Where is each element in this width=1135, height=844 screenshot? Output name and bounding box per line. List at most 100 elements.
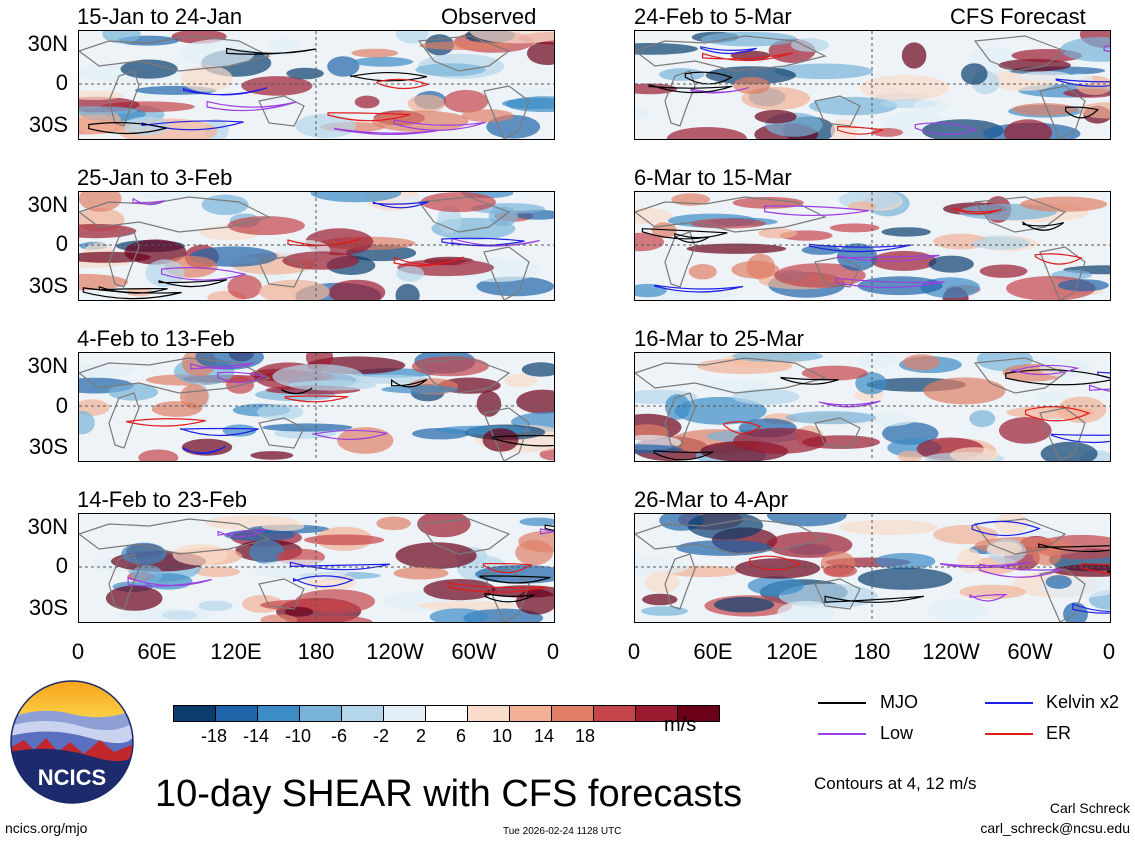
shear-blob [429, 608, 488, 622]
shear-blob [395, 542, 477, 569]
shear-blob [700, 31, 798, 47]
shear-blob [415, 63, 486, 77]
continent-outline [1039, 246, 1086, 300]
shear-blob [310, 192, 402, 203]
shear-blob [972, 237, 1031, 250]
contour-line [217, 371, 266, 383]
lat-label-0: 0 [55, 393, 68, 418]
contour-line [653, 450, 714, 461]
shear-blob [635, 83, 677, 95]
shear-blob [261, 522, 305, 532]
contour-line [764, 205, 870, 217]
shear-blob [345, 374, 432, 384]
shear-blob [393, 566, 449, 580]
shear-blob [732, 388, 800, 405]
shear-blob [969, 410, 996, 428]
shear-blob [249, 540, 285, 564]
website-link[interactable]: ncics.org/mjo [5, 820, 88, 836]
continent-outline [417, 357, 511, 394]
shear-blob [526, 41, 554, 65]
contour-line [479, 575, 551, 584]
shear-blob [758, 228, 797, 239]
shear-blob [79, 192, 122, 212]
shear-blob [1039, 359, 1092, 377]
contour-line [1011, 364, 1080, 376]
lon-label-0: 0 [627, 639, 641, 664]
lon-label-120e: 120E [210, 639, 262, 664]
lat-label-0: 0 [55, 231, 68, 256]
contour-line [393, 119, 487, 131]
colorbar-swatch [552, 706, 594, 721]
ncics-logo[interactable]: NCICS [10, 680, 134, 804]
contour-line [190, 362, 255, 370]
shear-blob [253, 559, 350, 581]
legend-label-low: Low [880, 723, 914, 743]
shear-blob [470, 31, 554, 44]
panel-title-fcst-2: 6-Mar to 15-Mar [634, 165, 792, 190]
shear-blob [286, 67, 324, 80]
shear-blob [227, 274, 262, 300]
lon-label-120w: 120W [366, 639, 424, 664]
continent-outline [79, 357, 271, 394]
lat-label-30n: 30N [27, 192, 68, 217]
shear-blob [933, 525, 998, 545]
continent-outline [635, 518, 827, 555]
shear-blob [871, 128, 904, 137]
contour-line [1055, 78, 1110, 87]
shear-blob [395, 283, 420, 300]
shear-blob [418, 601, 516, 611]
shear-blob [407, 94, 446, 113]
colorbar-tick: 2 [415, 726, 426, 746]
contour-line [979, 563, 1063, 578]
shear-map-fcst-1 [635, 31, 1110, 139]
contour-line [971, 520, 1041, 537]
contour-line [723, 421, 762, 435]
shear-blob [857, 276, 943, 296]
shear-blob [145, 259, 185, 287]
continent-outline [664, 70, 696, 127]
shear-blob [1052, 564, 1110, 577]
shear-blob [354, 95, 380, 109]
shear-blob [461, 109, 514, 123]
shear-blob [262, 423, 353, 432]
continent-outline [108, 553, 140, 610]
colorbar-swatch [594, 706, 636, 721]
shear-blob [376, 516, 411, 531]
contour-line [217, 528, 266, 538]
contour-line [1005, 369, 1110, 386]
shear-blob [295, 113, 357, 139]
shear-blob [986, 541, 1023, 556]
shear-blob [227, 216, 305, 236]
shear-blob [874, 553, 936, 570]
contour-line [482, 562, 533, 574]
continent-outline [973, 35, 1067, 72]
colorbar-swatch [258, 706, 300, 721]
colorbar-swatch [384, 706, 426, 721]
contour-line [132, 197, 166, 206]
contour-line [492, 434, 554, 447]
colorbar-swatch [216, 706, 258, 721]
shear-blob [848, 201, 877, 212]
contour-line [837, 254, 940, 262]
shear-blob [979, 264, 1028, 278]
shear-blob [256, 403, 304, 421]
shear-blob [151, 401, 202, 417]
contour-line [312, 429, 388, 441]
shear-blob [352, 56, 414, 67]
continent-outline [814, 417, 861, 449]
shear-blob [79, 410, 95, 435]
lon-label-0-end: 0 [546, 639, 560, 664]
shear-blob [674, 396, 767, 425]
shear-blob [1066, 73, 1094, 86]
shear-blob [381, 385, 459, 394]
contour-line [749, 555, 802, 571]
contour-line [127, 576, 212, 587]
author-email[interactable]: carl_schreck@ncsu.edu [980, 820, 1130, 836]
shear-blob [999, 417, 1052, 444]
lon-label-60w: 60W [451, 639, 497, 664]
contour-line [824, 595, 924, 603]
continent-outline [1039, 568, 1086, 622]
shear-map-fcst-3 [635, 353, 1110, 461]
lat-label-30n: 30N [27, 31, 68, 56]
shear-blob [957, 548, 982, 573]
